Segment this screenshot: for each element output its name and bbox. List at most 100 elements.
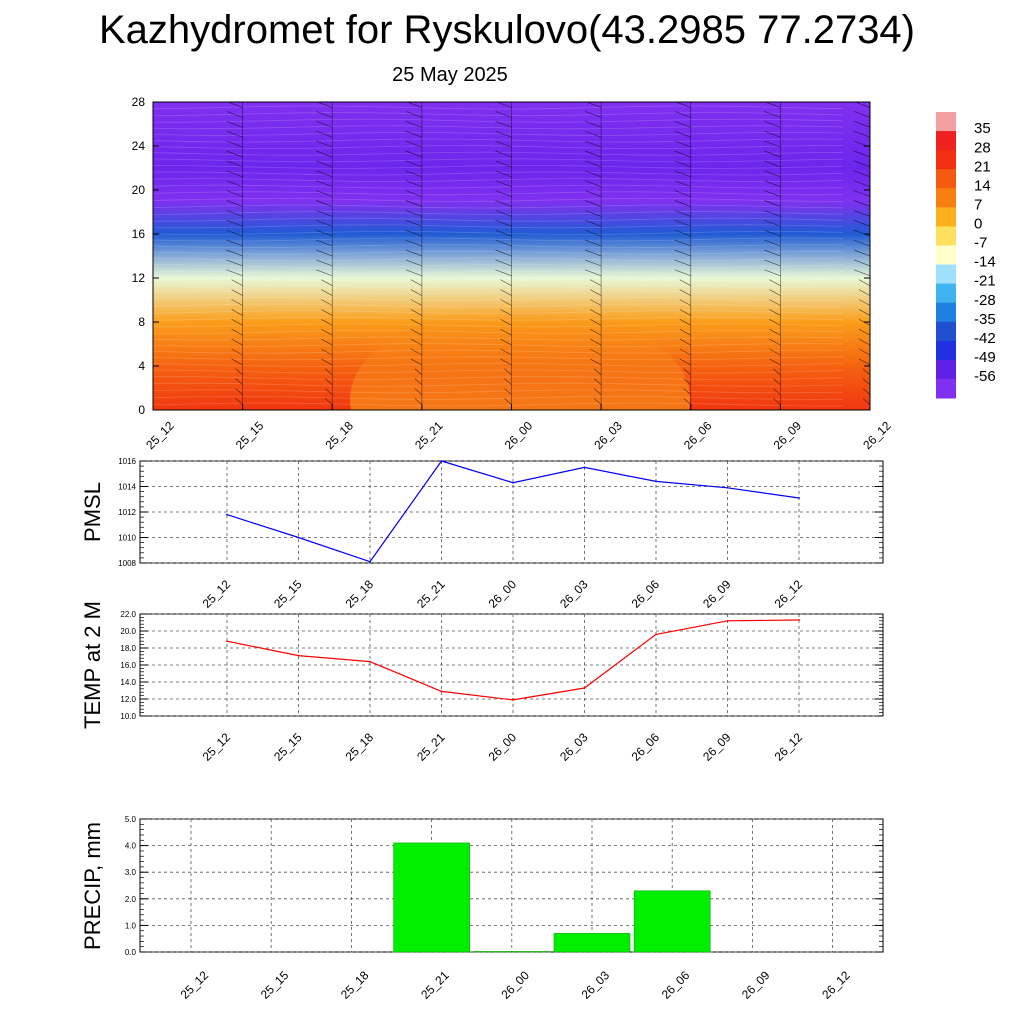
wind-barb-flag <box>153 354 154 355</box>
wind-barb-flag <box>674 239 691 247</box>
page-subtitle: 25 May 2025 <box>392 64 508 86</box>
contour-line <box>153 296 844 301</box>
wind-barb-flag <box>231 279 243 287</box>
wind-barb-flag <box>231 318 243 326</box>
wind-barb-flag <box>405 269 422 277</box>
wind-barb-flag <box>593 398 602 405</box>
wind-barb-flag <box>769 328 781 336</box>
wind-barb-flag <box>231 328 243 336</box>
wind-barb-flag <box>683 368 691 376</box>
wind-barb-flag <box>500 328 512 336</box>
contour-line <box>153 382 844 387</box>
wind-barb-flag <box>325 368 333 376</box>
wind-barb-flag <box>231 348 243 356</box>
wind-barb-flag <box>585 200 602 207</box>
wind-barb-flag <box>410 318 423 326</box>
wind-barb-flag <box>153 394 154 395</box>
wind-barb-flag <box>226 210 243 217</box>
x-tick-label: 26_09 <box>739 968 773 1002</box>
wind-barb-flag <box>153 176 154 177</box>
wind-barb-flag <box>226 239 243 247</box>
y-axis-label: PRECIP, mm <box>80 822 105 950</box>
wind-barb-flag <box>853 111 870 118</box>
x-tick-label: 25_12 <box>143 418 177 452</box>
contour-line <box>153 105 844 110</box>
wind-barb-flag <box>414 388 423 395</box>
wind-barb-flag <box>585 239 602 247</box>
wind-barb-flag <box>773 388 781 395</box>
colorbar-label: 0 <box>974 216 982 233</box>
wind-barb-flag <box>316 239 333 247</box>
wind-barb-flag <box>495 259 512 267</box>
wind-barb-flag <box>316 269 333 277</box>
wind-barb-flag <box>764 190 781 197</box>
wind-barb-flag <box>226 249 243 257</box>
wind-barb-flag <box>500 299 512 306</box>
contour-line <box>153 349 844 354</box>
wind-barb-flag <box>316 219 333 227</box>
wind-barb-flag <box>589 358 602 366</box>
wind-barb-flag <box>495 190 512 197</box>
wind-barb-flag <box>683 388 691 395</box>
colorbar-swatch <box>936 207 956 227</box>
y-axis-label: PMSL <box>80 482 105 542</box>
contour-line <box>153 112 844 117</box>
wind-barb-flag <box>853 219 870 227</box>
contour-line <box>153 310 844 315</box>
wind-barb-flag <box>495 180 512 188</box>
y-tick-label: 4.0 <box>125 842 137 851</box>
wind-barb-flag <box>231 358 243 366</box>
wind-barb-flag <box>500 348 512 356</box>
wind-barb-flag <box>858 328 870 336</box>
x-tick-label: 25_21 <box>412 418 446 452</box>
wind-barb-flag <box>410 358 423 366</box>
wind-barb-flag <box>153 295 154 296</box>
data-point <box>583 466 586 469</box>
colorbar-swatch <box>936 378 956 399</box>
wind-barb-flag <box>593 368 602 376</box>
wind-barb-flag <box>585 259 602 267</box>
wind-barb-flag <box>495 111 512 118</box>
wind-barb-flag <box>674 111 691 118</box>
wind-barb-flag <box>504 398 512 405</box>
wind-barb-flag <box>585 190 602 197</box>
wind-barb-flag <box>589 348 602 356</box>
wind-barb-flag <box>495 229 512 237</box>
wind-barb-flag <box>405 239 422 247</box>
temp-2m-panel: 10.0 12.0 14.0 16.0 18.0 20.0 22.0 25_12 25_15 25… <box>80 601 884 764</box>
pmsl-panel: 1008 1010 1012 1014 1016 25_12 25_15 25_18 25_21… <box>80 457 884 611</box>
wind-barb-flag <box>405 229 422 237</box>
wind-barb-flag <box>764 219 781 227</box>
colorbar-swatch <box>936 245 956 266</box>
wind-barb-flag <box>405 130 422 138</box>
wind-barb-flag <box>405 180 422 188</box>
x-tick-label: 26_06 <box>629 577 663 611</box>
y-tick-label: 3.0 <box>125 868 137 877</box>
x-tick-label: 26_03 <box>591 418 625 452</box>
data-point <box>655 480 657 483</box>
wind-barb-flag <box>853 210 870 217</box>
wind-barb-flag <box>495 210 512 217</box>
colorbar-swatch <box>936 321 956 342</box>
wind-barb-flag <box>495 160 512 168</box>
x-tick-label: 25_18 <box>338 968 372 1002</box>
wind-barb-flag <box>858 358 870 366</box>
wind-barb-flag <box>683 398 691 405</box>
contour-line <box>153 316 844 321</box>
data-point <box>226 513 228 516</box>
y-tick-label: 5.0 <box>125 815 137 824</box>
data-point <box>726 619 729 622</box>
wind-barb-flag <box>153 334 154 336</box>
wind-barb-flag <box>405 120 422 128</box>
wind-barb-flag <box>495 239 512 247</box>
wind-barb-flag <box>585 160 602 168</box>
colorbar-swatch <box>936 340 956 361</box>
contour-line <box>153 303 844 308</box>
wind-barb-flag <box>674 170 691 178</box>
wind-barb-flag <box>500 309 512 316</box>
wind-barb-flag <box>853 259 870 267</box>
wind-barb-flag <box>495 269 512 277</box>
wind-barb-flag <box>853 239 870 247</box>
wind-barb-flag <box>764 239 781 247</box>
data-point <box>726 486 729 489</box>
